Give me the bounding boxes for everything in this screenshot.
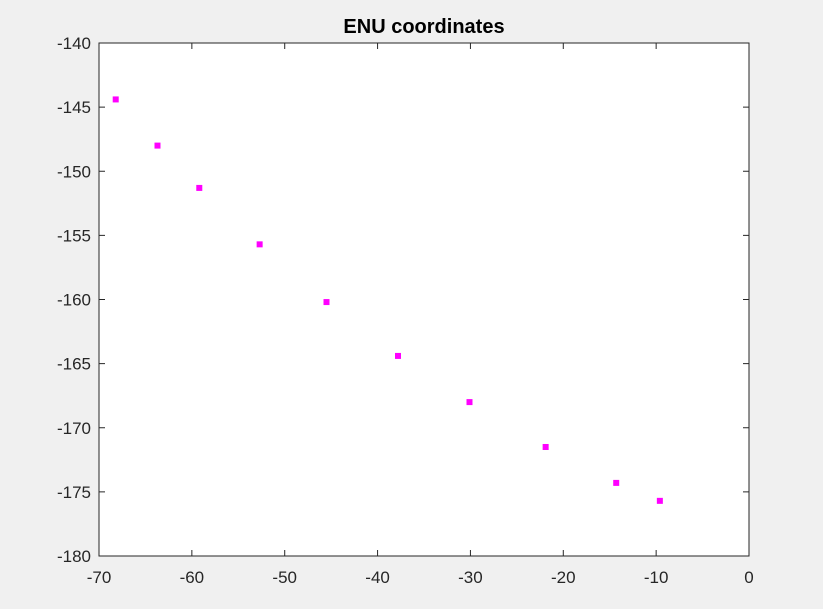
data-point <box>323 299 330 306</box>
data-point <box>196 184 203 191</box>
data-point <box>542 443 549 450</box>
data-point <box>395 352 401 359</box>
axes-box <box>98 42 750 557</box>
data-point <box>466 399 473 406</box>
axes-background <box>99 43 749 556</box>
y-tick-label: -155 <box>57 226 91 245</box>
y-tick-label: -145 <box>57 98 91 117</box>
y-tick-label: -140 <box>57 34 91 53</box>
chart-title: ENU coordinates <box>343 16 504 38</box>
y-tick-label: -170 <box>57 419 91 438</box>
data-point <box>613 479 620 486</box>
x-tick-label: -20 <box>551 568 576 587</box>
x-tick-label: -50 <box>272 568 297 587</box>
y-tick-label: -175 <box>57 483 91 502</box>
x-tick-label: 0 <box>744 568 753 587</box>
y-tick-label: -160 <box>57 291 91 310</box>
plot-marks <box>112 96 663 504</box>
data-point <box>656 497 663 504</box>
x-tick-label: -70 <box>87 568 112 587</box>
y-tick-label: -165 <box>57 355 91 374</box>
x-tick-label: -40 <box>365 568 390 587</box>
data-point <box>112 96 119 103</box>
x-axis: -70 -60 -50 -40 -30 -20 -10 0 <box>87 43 754 587</box>
x-tick-label: -10 <box>644 568 669 587</box>
x-tick-label: -30 <box>458 568 483 587</box>
x-tick-label: -60 <box>180 568 205 587</box>
y-tick-label: -180 <box>57 547 91 566</box>
data-point <box>256 241 263 248</box>
y-tick-label: -150 <box>57 162 91 181</box>
y-axis: -140 -145 -150 -155 -160 -165 -170 -175 -180 <box>57 34 749 566</box>
data-point <box>154 142 161 149</box>
